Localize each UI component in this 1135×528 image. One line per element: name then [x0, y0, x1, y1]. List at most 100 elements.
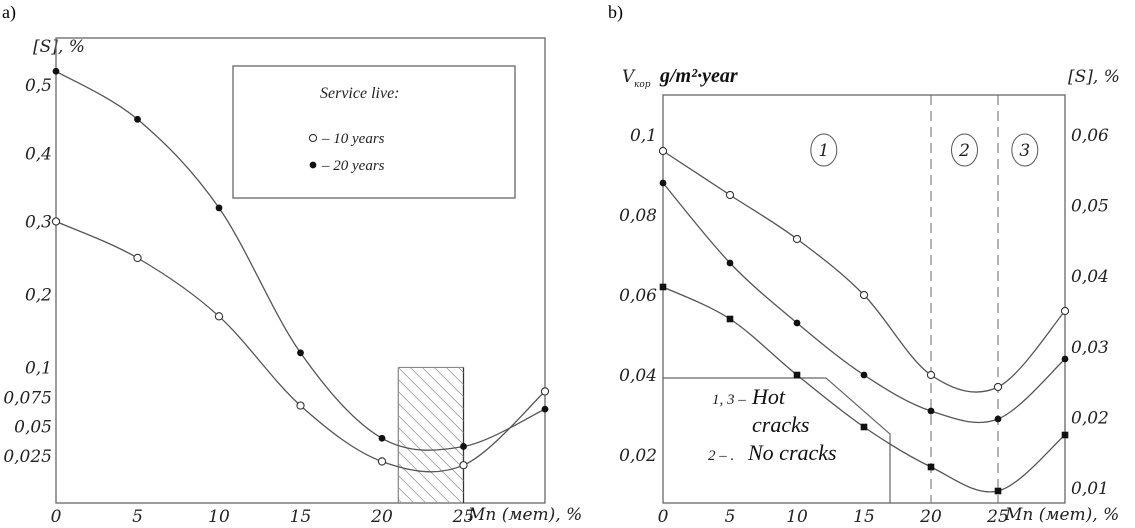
- panel-b-left-axis-label: V кор g/m²·year: [622, 65, 738, 90]
- panel-b-left-y-tick-label: 0,02: [619, 446, 657, 466]
- panel-a-y-tick-label: 0,5: [25, 76, 52, 96]
- hatch-line: [422, 367, 464, 409]
- zone-number-circle: [810, 133, 838, 167]
- panel-a-y-tick-label: 0,2: [25, 285, 52, 305]
- panel-a-y-ticks: 0,025 0,05 0,075 0,1 0,2 0,3 0,4 0,5: [3, 76, 52, 467]
- panel-a-legend: Service live: – 10 years – 20 years: [232, 65, 516, 199]
- panel-b-x-tick-label: 20: [919, 507, 942, 527]
- hatch-line: [398, 391, 464, 457]
- panel-a-y-tick-label: 0,025: [3, 447, 52, 467]
- zone-number-label: 3: [1019, 141, 1030, 161]
- panel-a-series-2-point: [297, 349, 304, 357]
- panel-a-x-tick-label: 25: [452, 507, 475, 527]
- panel-b-left-y-tick-label: 0,08: [619, 206, 657, 226]
- zone-number-circle: [951, 133, 978, 167]
- annotation-no-cracks: No cracks: [747, 440, 837, 465]
- panel-a-plot-frame: [55, 37, 546, 504]
- panel-b-series-1-point: [725, 190, 735, 200]
- hatch-line: [398, 415, 464, 481]
- panel-b-right-y-tick-label: 0,04: [1071, 267, 1109, 287]
- hatch-line: [434, 367, 464, 397]
- annotation-cracks: cracks: [752, 412, 809, 437]
- panel-b-x-tick-label: 5: [725, 507, 736, 527]
- panel-a-series-2-point: [460, 443, 467, 450]
- panel-a-series-1-point: [540, 387, 550, 396]
- hatch-line: [398, 367, 464, 433]
- panel-b-series-2-point: [726, 259, 734, 267]
- hatch-line: [398, 487, 415, 504]
- hatch-line: [398, 499, 403, 504]
- panel-b-curves: [658, 146, 1070, 495]
- panel-a-y-tick-label: 0,3: [25, 212, 52, 232]
- panel-b-series-2-point: [994, 415, 1002, 423]
- panel-a-series-2-point: [378, 434, 386, 442]
- panel-b-series-2-line: [662, 182, 1066, 424]
- panel-a-y-tick-label: 0,05: [14, 418, 52, 438]
- panel-b-series-1-point: [792, 234, 802, 244]
- panel-b-left-y-tick-label: 0,04: [619, 366, 657, 386]
- panel-b-series-3-point: [1061, 431, 1069, 439]
- panel-a-series-1-point: [214, 312, 224, 321]
- panel-a-label: a): [2, 2, 16, 23]
- hatch-line: [410, 367, 464, 421]
- legend-entry-10-years: – 10 years: [321, 131, 385, 147]
- hatch-line: [398, 475, 427, 504]
- panel-a-series-2-point: [52, 67, 60, 75]
- zone-number-label: 2: [958, 141, 970, 161]
- panel-a-series-1-line: [55, 220, 546, 473]
- panel-a-curves: [51, 67, 550, 473]
- panel-b-series-3-point: [793, 371, 801, 379]
- panel-a-series-2-point: [215, 204, 223, 212]
- panel-a-y-tick-label: 0,1: [25, 358, 52, 378]
- hatch-line: [458, 367, 464, 373]
- panel-a-x-ticks: 0 5 10 15 20 25: [51, 507, 475, 527]
- panel-b-zone-dividers: 1 2 3: [810, 95, 1039, 503]
- panel-b-series-2-point: [1061, 355, 1069, 363]
- panel-b-right-y-tick-label: 0,05: [1071, 197, 1109, 217]
- legend-title: Service live:: [320, 85, 400, 102]
- panel-a-x-tick-label: 10: [208, 507, 230, 527]
- panel-b-series-1-point: [926, 370, 936, 380]
- panel-b-label: b): [608, 2, 623, 23]
- panel-a-series-1-point: [51, 217, 61, 226]
- left-axis-units: g/m²·year: [659, 65, 738, 87]
- panel-b-crack-annotation: 1, 3 – Hot cracks 2 – . No cracks: [663, 377, 891, 503]
- panel-b-right-y-tick-label: 0,06: [1071, 126, 1109, 146]
- panel-b-series-1-point: [993, 382, 1003, 392]
- panel-a-x-axis-label: Mn (мет), %: [467, 505, 582, 525]
- panel-b-right-y-tick-label: 0,03: [1071, 338, 1109, 358]
- panel-b-left-y-ticks: 0,02 0,04 0,06 0,08 0,1: [619, 126, 657, 466]
- hatch-line: [398, 427, 464, 493]
- panel-a-hatched-region: [397, 366, 465, 504]
- panel-a-series-1-point: [296, 401, 305, 410]
- panel-b-series-1-point: [1060, 306, 1070, 316]
- panel-b-series-3-point: [860, 423, 868, 431]
- zone-number-label: 1: [818, 141, 829, 161]
- panel-a-y-tick-label: 0,075: [3, 388, 52, 408]
- panel-b-x-tick-label: 10: [786, 507, 808, 527]
- zone-number-circle: [1011, 133, 1039, 167]
- panel-a-y-tick-label: 0,4: [25, 145, 52, 165]
- panel-a-x-tick-label: 20: [370, 507, 393, 527]
- panel-b-series-2-point: [860, 371, 868, 379]
- panel-b-x-ticks: 0 5 10 15 20 25: [658, 507, 1009, 527]
- panel-a-series-2-point: [134, 115, 141, 123]
- panel-b-series-1-point: [859, 290, 869, 300]
- panel-b-series-2-point: [927, 407, 935, 415]
- left-axis-subscript: кор: [634, 80, 651, 90]
- panel-b-series-3-point: [994, 487, 1002, 495]
- hatch-line: [398, 463, 439, 504]
- panel-b-series-2-point: [793, 319, 801, 327]
- annotation-prefix-hot: 1, 3 –: [712, 392, 746, 408]
- legend-entry-20-years: – 20 years: [321, 158, 385, 174]
- panel-a-series-2-line: [55, 70, 546, 451]
- panel-b-series-3-point: [726, 315, 734, 323]
- annotation-box-outline: [663, 377, 891, 503]
- panel-a-x-tick-label: 15: [290, 507, 312, 527]
- panel-b: b) V кор g/m²·year [S], % 1 2 3 1, 3 – Hot…: [608, 2, 1120, 527]
- panel-b-series-3-point: [659, 283, 667, 291]
- panel-b-left-y-tick-label: 0,06: [619, 286, 657, 306]
- panel-a-series-1-point: [377, 457, 387, 466]
- panel-b-series-3-point: [927, 463, 935, 471]
- panel-b-plot-frame: [662, 94, 1066, 504]
